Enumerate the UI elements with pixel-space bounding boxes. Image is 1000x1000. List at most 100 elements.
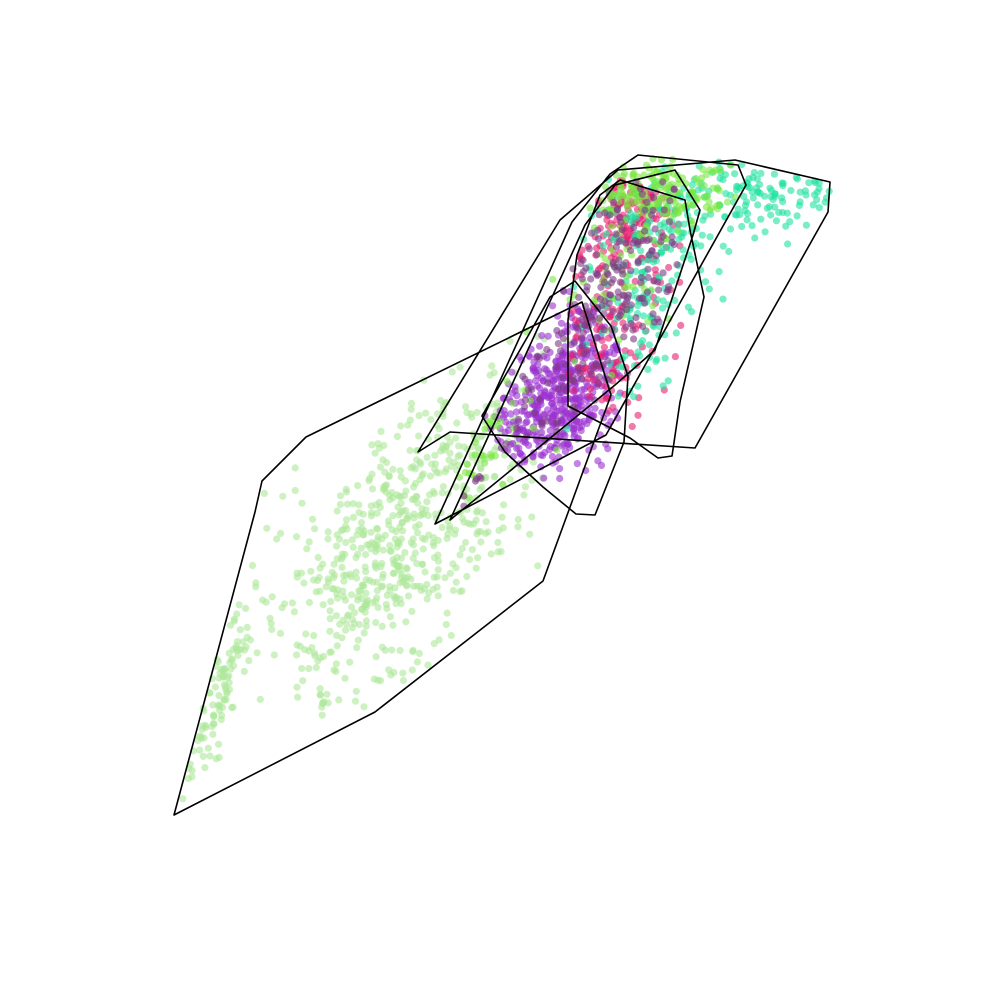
data-point: [495, 526, 503, 535]
data-point: [815, 204, 824, 212]
data-point: [629, 283, 637, 291]
data-point: [179, 795, 187, 803]
data-point: [575, 364, 583, 372]
data-point: [538, 332, 546, 340]
data-point: [616, 192, 624, 200]
data-point: [407, 399, 416, 407]
data-point: [815, 185, 823, 193]
data-point: [402, 564, 410, 572]
data-point: [431, 451, 439, 459]
data-point: [619, 270, 627, 278]
data-point: [441, 468, 449, 476]
data-point: [336, 500, 344, 509]
data-point: [496, 418, 505, 426]
data-point: [362, 601, 370, 609]
data-point: [362, 622, 370, 630]
data-point: [805, 179, 813, 187]
data-point: [568, 351, 576, 360]
data-point: [386, 613, 394, 621]
data-point: [293, 683, 301, 691]
data-point: [343, 525, 351, 533]
data-point: [609, 343, 617, 351]
data-point: [609, 403, 617, 411]
data-point: [650, 318, 658, 326]
data-point: [494, 548, 502, 556]
data-point: [772, 217, 781, 225]
data-point: [344, 611, 353, 619]
data-point: [694, 186, 702, 194]
data-point: [644, 365, 652, 373]
data-point: [316, 691, 324, 699]
data-point: [373, 509, 381, 517]
data-point: [493, 399, 501, 407]
data-point: [767, 211, 775, 219]
data-point: [754, 201, 762, 209]
data-point: [578, 342, 586, 350]
data-point: [738, 222, 746, 231]
data-point: [206, 752, 214, 760]
data-point: [230, 617, 238, 625]
data-point: [512, 408, 521, 416]
data-point: [564, 440, 573, 448]
data-point: [256, 695, 264, 704]
data-point: [447, 631, 455, 640]
data-point: [243, 633, 251, 642]
data-point: [194, 736, 202, 745]
data-point: [458, 544, 466, 553]
data-point: [648, 247, 656, 255]
data-point: [319, 699, 327, 708]
data-point: [778, 179, 786, 187]
data-point: [535, 354, 544, 362]
data-point: [569, 386, 578, 395]
data-point: [602, 230, 610, 238]
data-point: [456, 363, 464, 371]
data-point: [399, 507, 407, 515]
data-point: [270, 651, 278, 659]
data-point: [266, 614, 274, 622]
data-point: [555, 391, 563, 399]
data-point: [299, 677, 307, 685]
data-point: [386, 541, 394, 550]
data-point: [294, 693, 302, 701]
data-point: [438, 523, 446, 532]
data-point: [515, 444, 523, 452]
data-point: [502, 440, 510, 448]
data-point: [228, 655, 237, 663]
data-point: [426, 472, 434, 480]
data-point: [211, 683, 219, 691]
data-point: [616, 311, 624, 319]
data-point: [372, 653, 380, 661]
data-point: [713, 184, 722, 192]
data-point: [506, 337, 514, 345]
data-point: [235, 601, 243, 609]
data-point: [674, 220, 682, 228]
data-point: [324, 535, 332, 543]
data-point: [276, 629, 285, 638]
data-point: [397, 422, 405, 430]
data-point: [273, 535, 281, 543]
data-point: [499, 480, 507, 488]
data-point: [553, 446, 561, 454]
data-point: [443, 534, 451, 543]
data-point: [615, 363, 624, 371]
data-point: [390, 592, 398, 600]
data-point: [604, 445, 612, 453]
data-point: [612, 230, 620, 238]
data-point: [351, 697, 360, 705]
data-point: [361, 608, 369, 616]
data-point: [435, 636, 443, 644]
data-point: [659, 382, 667, 390]
data-point: [424, 661, 432, 669]
data-point: [644, 265, 652, 273]
data-point: [332, 667, 340, 676]
data-point: [612, 243, 621, 251]
data-point: [316, 685, 324, 693]
data-point: [529, 424, 538, 432]
data-point: [454, 453, 462, 461]
data-point: [701, 212, 709, 220]
data-point: [268, 625, 276, 634]
data-point: [353, 644, 361, 652]
data-point: [769, 195, 777, 203]
data-point: [754, 188, 762, 196]
